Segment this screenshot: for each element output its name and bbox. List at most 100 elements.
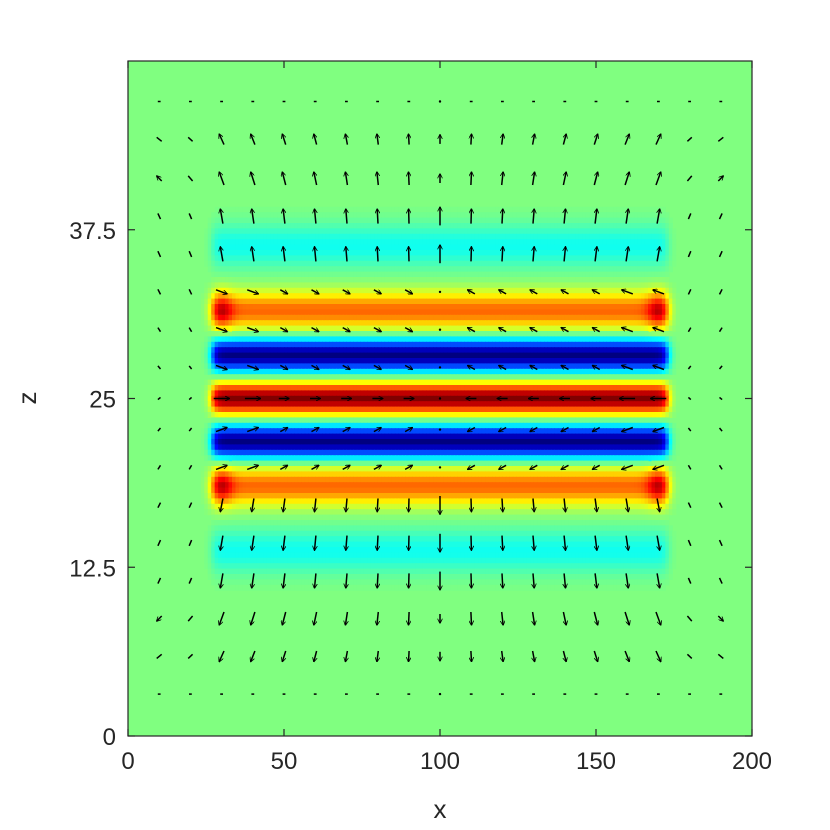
field-cell <box>512 368 517 375</box>
field-cell <box>561 260 566 267</box>
field-cell <box>578 379 583 386</box>
field-cell <box>609 320 614 327</box>
field-cell <box>568 304 573 310</box>
field-cell <box>356 352 361 359</box>
field-cell <box>381 304 386 310</box>
field-cell <box>401 282 406 289</box>
field-cell <box>609 347 614 354</box>
field-cell <box>544 277 549 283</box>
field-cell <box>415 320 420 327</box>
field-cell <box>315 266 320 273</box>
field-cell <box>634 358 639 364</box>
field-cell <box>613 331 618 337</box>
field-cell <box>429 206 434 213</box>
field-cell <box>304 223 309 229</box>
field-cell <box>228 228 233 235</box>
field-cell <box>426 379 431 386</box>
field-cell <box>620 212 625 219</box>
field-cell <box>457 250 462 256</box>
field-cell <box>596 217 601 224</box>
field-cell <box>218 341 223 348</box>
field-cell <box>571 363 576 370</box>
field-cell <box>252 331 257 337</box>
field-cell <box>360 352 365 359</box>
field-cell <box>485 228 490 235</box>
field-cell <box>384 395 389 402</box>
field-cell <box>252 239 257 246</box>
field-cell <box>446 374 451 381</box>
field-cell <box>516 358 521 364</box>
field-cell <box>228 401 233 408</box>
field-cell <box>509 341 514 348</box>
field-cell <box>571 390 576 397</box>
field-cell <box>488 390 493 397</box>
field-cell <box>658 228 663 235</box>
field-cell <box>301 379 306 386</box>
field-cell <box>370 347 375 354</box>
field-cell <box>450 320 455 327</box>
field-cell <box>308 336 313 343</box>
field-cell <box>311 260 316 267</box>
field-cell <box>575 239 580 246</box>
field-cell <box>609 358 614 364</box>
field-cell <box>568 314 573 321</box>
field-cell <box>641 223 646 229</box>
field-cell <box>353 341 358 348</box>
field-cell <box>259 250 264 256</box>
field-cell <box>398 277 403 283</box>
field-cell <box>627 239 632 246</box>
field-cell <box>419 293 424 300</box>
field-cell <box>616 347 621 354</box>
field-cell <box>495 298 500 305</box>
field-cell <box>214 223 219 229</box>
field-cell <box>318 233 323 240</box>
field-cell <box>498 293 503 300</box>
field-cell <box>401 379 406 386</box>
field-cell <box>627 266 632 273</box>
field-cell <box>589 244 594 251</box>
field-cell <box>661 239 666 246</box>
field-cell <box>557 347 562 354</box>
field-cell <box>336 358 341 364</box>
field-cell <box>332 401 337 408</box>
field-cell <box>609 228 614 235</box>
field-cell <box>450 287 455 294</box>
field-cell <box>429 223 434 229</box>
field-cell <box>280 277 285 283</box>
field-cell <box>332 233 337 240</box>
field-cell <box>228 325 233 332</box>
field-cell <box>363 223 368 229</box>
field-cell <box>457 358 462 364</box>
field-cell <box>502 304 507 310</box>
field-cell <box>287 206 292 213</box>
field-cell <box>596 325 601 332</box>
field-cell <box>544 336 549 343</box>
field-cell <box>488 250 493 256</box>
field-cell <box>512 325 517 332</box>
field-cell <box>284 293 289 300</box>
field-cell <box>381 266 386 273</box>
field-cell <box>668 244 673 251</box>
field-cell <box>554 244 559 251</box>
field-cell <box>394 368 399 375</box>
field-cell <box>478 212 483 219</box>
field-cell <box>620 336 625 343</box>
field-cell <box>415 266 420 273</box>
field-cell <box>277 401 282 408</box>
field-cell <box>661 266 666 273</box>
field-cell <box>245 266 250 273</box>
field-cell <box>457 304 462 310</box>
field-cell <box>394 287 399 294</box>
field-cell <box>467 374 472 381</box>
field-cell <box>433 341 438 348</box>
field-cell <box>630 239 635 246</box>
field-cell <box>349 282 354 289</box>
field-cell <box>658 287 663 294</box>
field-cell <box>606 260 611 267</box>
field-cell <box>519 331 524 337</box>
field-cell <box>308 277 313 283</box>
field-cell <box>440 298 445 305</box>
field-cell <box>495 385 500 391</box>
field-cell <box>287 287 292 294</box>
field-cell <box>349 379 354 386</box>
